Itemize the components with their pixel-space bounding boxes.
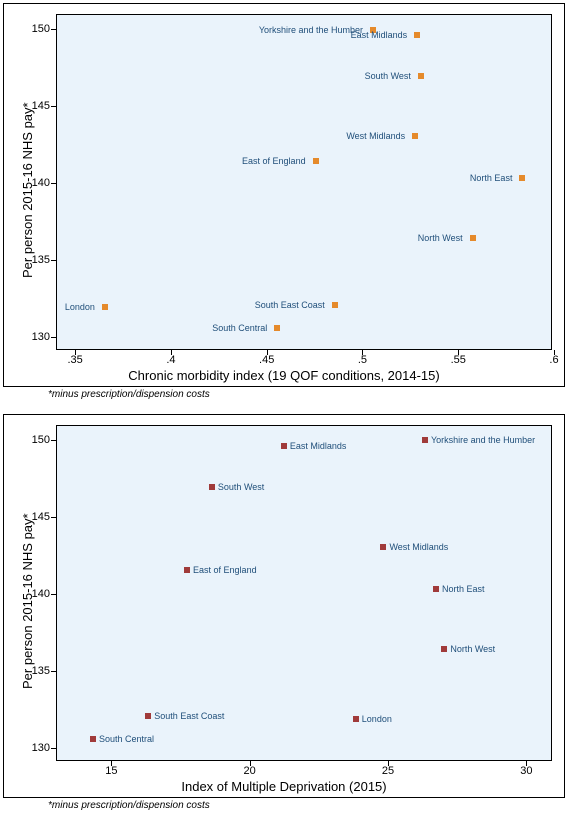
data-point-label: South Central xyxy=(99,734,154,744)
y-tick-mark xyxy=(51,440,56,441)
x-tick-label: 20 xyxy=(244,765,256,777)
data-point-label: Yorkshire and the Humber xyxy=(431,435,535,445)
data-point-label: South East Coast xyxy=(255,300,325,310)
data-point xyxy=(145,713,151,719)
y-tick-mark xyxy=(51,337,56,338)
data-point xyxy=(441,646,447,652)
data-point-label: North West xyxy=(418,233,463,243)
x-tick-label: .6 xyxy=(549,354,558,366)
x-tick-label: .4 xyxy=(166,354,175,366)
data-point-label: East Midlands xyxy=(290,441,347,451)
y-tick-mark xyxy=(51,29,56,30)
data-point-label: East of England xyxy=(242,156,306,166)
y-tick-label: 150 xyxy=(32,434,50,446)
data-point-label: North West xyxy=(450,644,495,654)
y-axis-title: Per person 2015-16 NHS pay* xyxy=(20,102,35,278)
footnote: *minus prescription/dispension costs xyxy=(48,800,210,811)
data-point-label: North East xyxy=(442,584,485,594)
panel-top: Yorkshire and the HumberEast Midlands Sou… xyxy=(3,3,565,387)
data-point-label: South Central xyxy=(212,323,267,333)
y-tick-mark xyxy=(51,183,56,184)
y-tick-label: 150 xyxy=(32,23,50,35)
data-point-label: West Midlands xyxy=(346,131,405,141)
data-point xyxy=(209,484,215,490)
data-point xyxy=(433,586,439,592)
data-point xyxy=(90,736,96,742)
data-point xyxy=(274,325,280,331)
y-tick-label: 130 xyxy=(32,331,50,343)
data-point xyxy=(380,544,386,550)
data-point xyxy=(281,443,287,449)
y-tick-mark xyxy=(51,260,56,261)
data-point-label: Yorkshire and the Humber xyxy=(259,25,363,35)
x-tick-label: .35 xyxy=(67,354,82,366)
y-tick-label: 130 xyxy=(32,742,50,754)
data-point xyxy=(422,437,428,443)
footnote: *minus prescription/dispension costs xyxy=(48,389,210,400)
x-tick-label: 15 xyxy=(105,765,117,777)
data-point-label: West Midlands xyxy=(389,542,448,552)
y-tick-mark xyxy=(51,106,56,107)
data-point xyxy=(470,235,476,241)
figure: Yorkshire and the HumberEast MidlandsSou… xyxy=(0,0,568,825)
x-axis-title: Index of Multiple Deprivation (2015) xyxy=(181,779,386,794)
data-point xyxy=(332,302,338,308)
data-point xyxy=(102,304,108,310)
data-point xyxy=(414,32,420,38)
data-point-label: South East Coast xyxy=(154,711,224,721)
data-point xyxy=(313,158,319,164)
data-point-label: London xyxy=(65,302,95,312)
x-tick-label: 25 xyxy=(382,765,394,777)
data-point xyxy=(184,567,190,573)
x-tick-label: .5 xyxy=(358,354,367,366)
data-point xyxy=(412,133,418,139)
x-tick-label: 30 xyxy=(520,765,532,777)
y-tick-mark xyxy=(51,748,56,749)
data-point-label: North East xyxy=(470,173,513,183)
data-point-label: South West xyxy=(365,71,411,81)
y-tick-mark xyxy=(51,517,56,518)
panel-bottom: East Midlands Yorkshire and the Humber Sou… xyxy=(3,414,565,798)
data-point-label: South West xyxy=(218,482,264,492)
data-point xyxy=(519,175,525,181)
plot-area: Yorkshire and the HumberEast Midlands Sou… xyxy=(56,14,552,350)
x-axis-title: Chronic morbidity index (19 QOF conditio… xyxy=(128,368,439,383)
data-point-label: East of England xyxy=(193,565,257,575)
data-point xyxy=(418,73,424,79)
y-tick-mark xyxy=(51,671,56,672)
x-tick-label: .45 xyxy=(259,354,274,366)
y-axis-title: Per person 2015-16 NHS pay* xyxy=(20,513,35,689)
y-tick-mark xyxy=(51,594,56,595)
data-point-label: East Midlands xyxy=(351,30,408,40)
data-point xyxy=(353,716,359,722)
x-tick-label: .55 xyxy=(451,354,466,366)
plot-area: East Midlands Yorkshire and the Humber Sou… xyxy=(56,425,552,761)
data-point-label: London xyxy=(362,714,392,724)
